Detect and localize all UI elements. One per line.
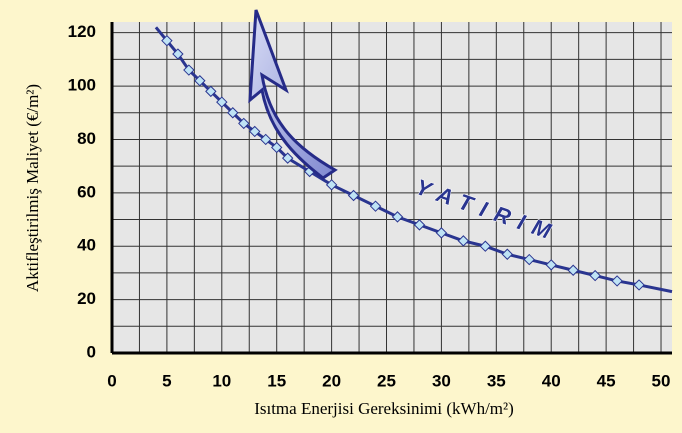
y-tick-label: 60	[77, 182, 96, 201]
y-axis-title: Aktifleştirilmiş Maliyet (€/m²)	[23, 84, 42, 292]
x-tick-label: 45	[597, 371, 616, 390]
x-tick-label: 0	[107, 371, 116, 390]
y-tick-label: 100	[68, 76, 96, 95]
x-tick-label: 15	[267, 371, 286, 390]
x-axis-title: Isıtma Enerjisi Gereksinimi (kWh/m²)	[254, 399, 514, 418]
y-tick-label: 80	[77, 129, 96, 148]
x-tick-label: 30	[432, 371, 451, 390]
x-tick-label: 25	[377, 371, 396, 390]
chart: YATIRIM Isıtma Enerjisi Gereksinimi (kWh…	[0, 0, 682, 433]
y-tick-label: 20	[77, 289, 96, 308]
x-tick-label: 5	[162, 371, 171, 390]
y-tick-label: 0	[87, 342, 96, 361]
x-tick-label: 20	[322, 371, 341, 390]
y-tick-label: 120	[68, 22, 96, 41]
x-tick-label: 40	[542, 371, 561, 390]
x-tick-label: 10	[212, 371, 231, 390]
x-tick-label: 35	[487, 371, 506, 390]
plot-area	[112, 22, 672, 353]
y-tick-label: 40	[77, 236, 96, 255]
x-tick-label: 50	[652, 371, 671, 390]
